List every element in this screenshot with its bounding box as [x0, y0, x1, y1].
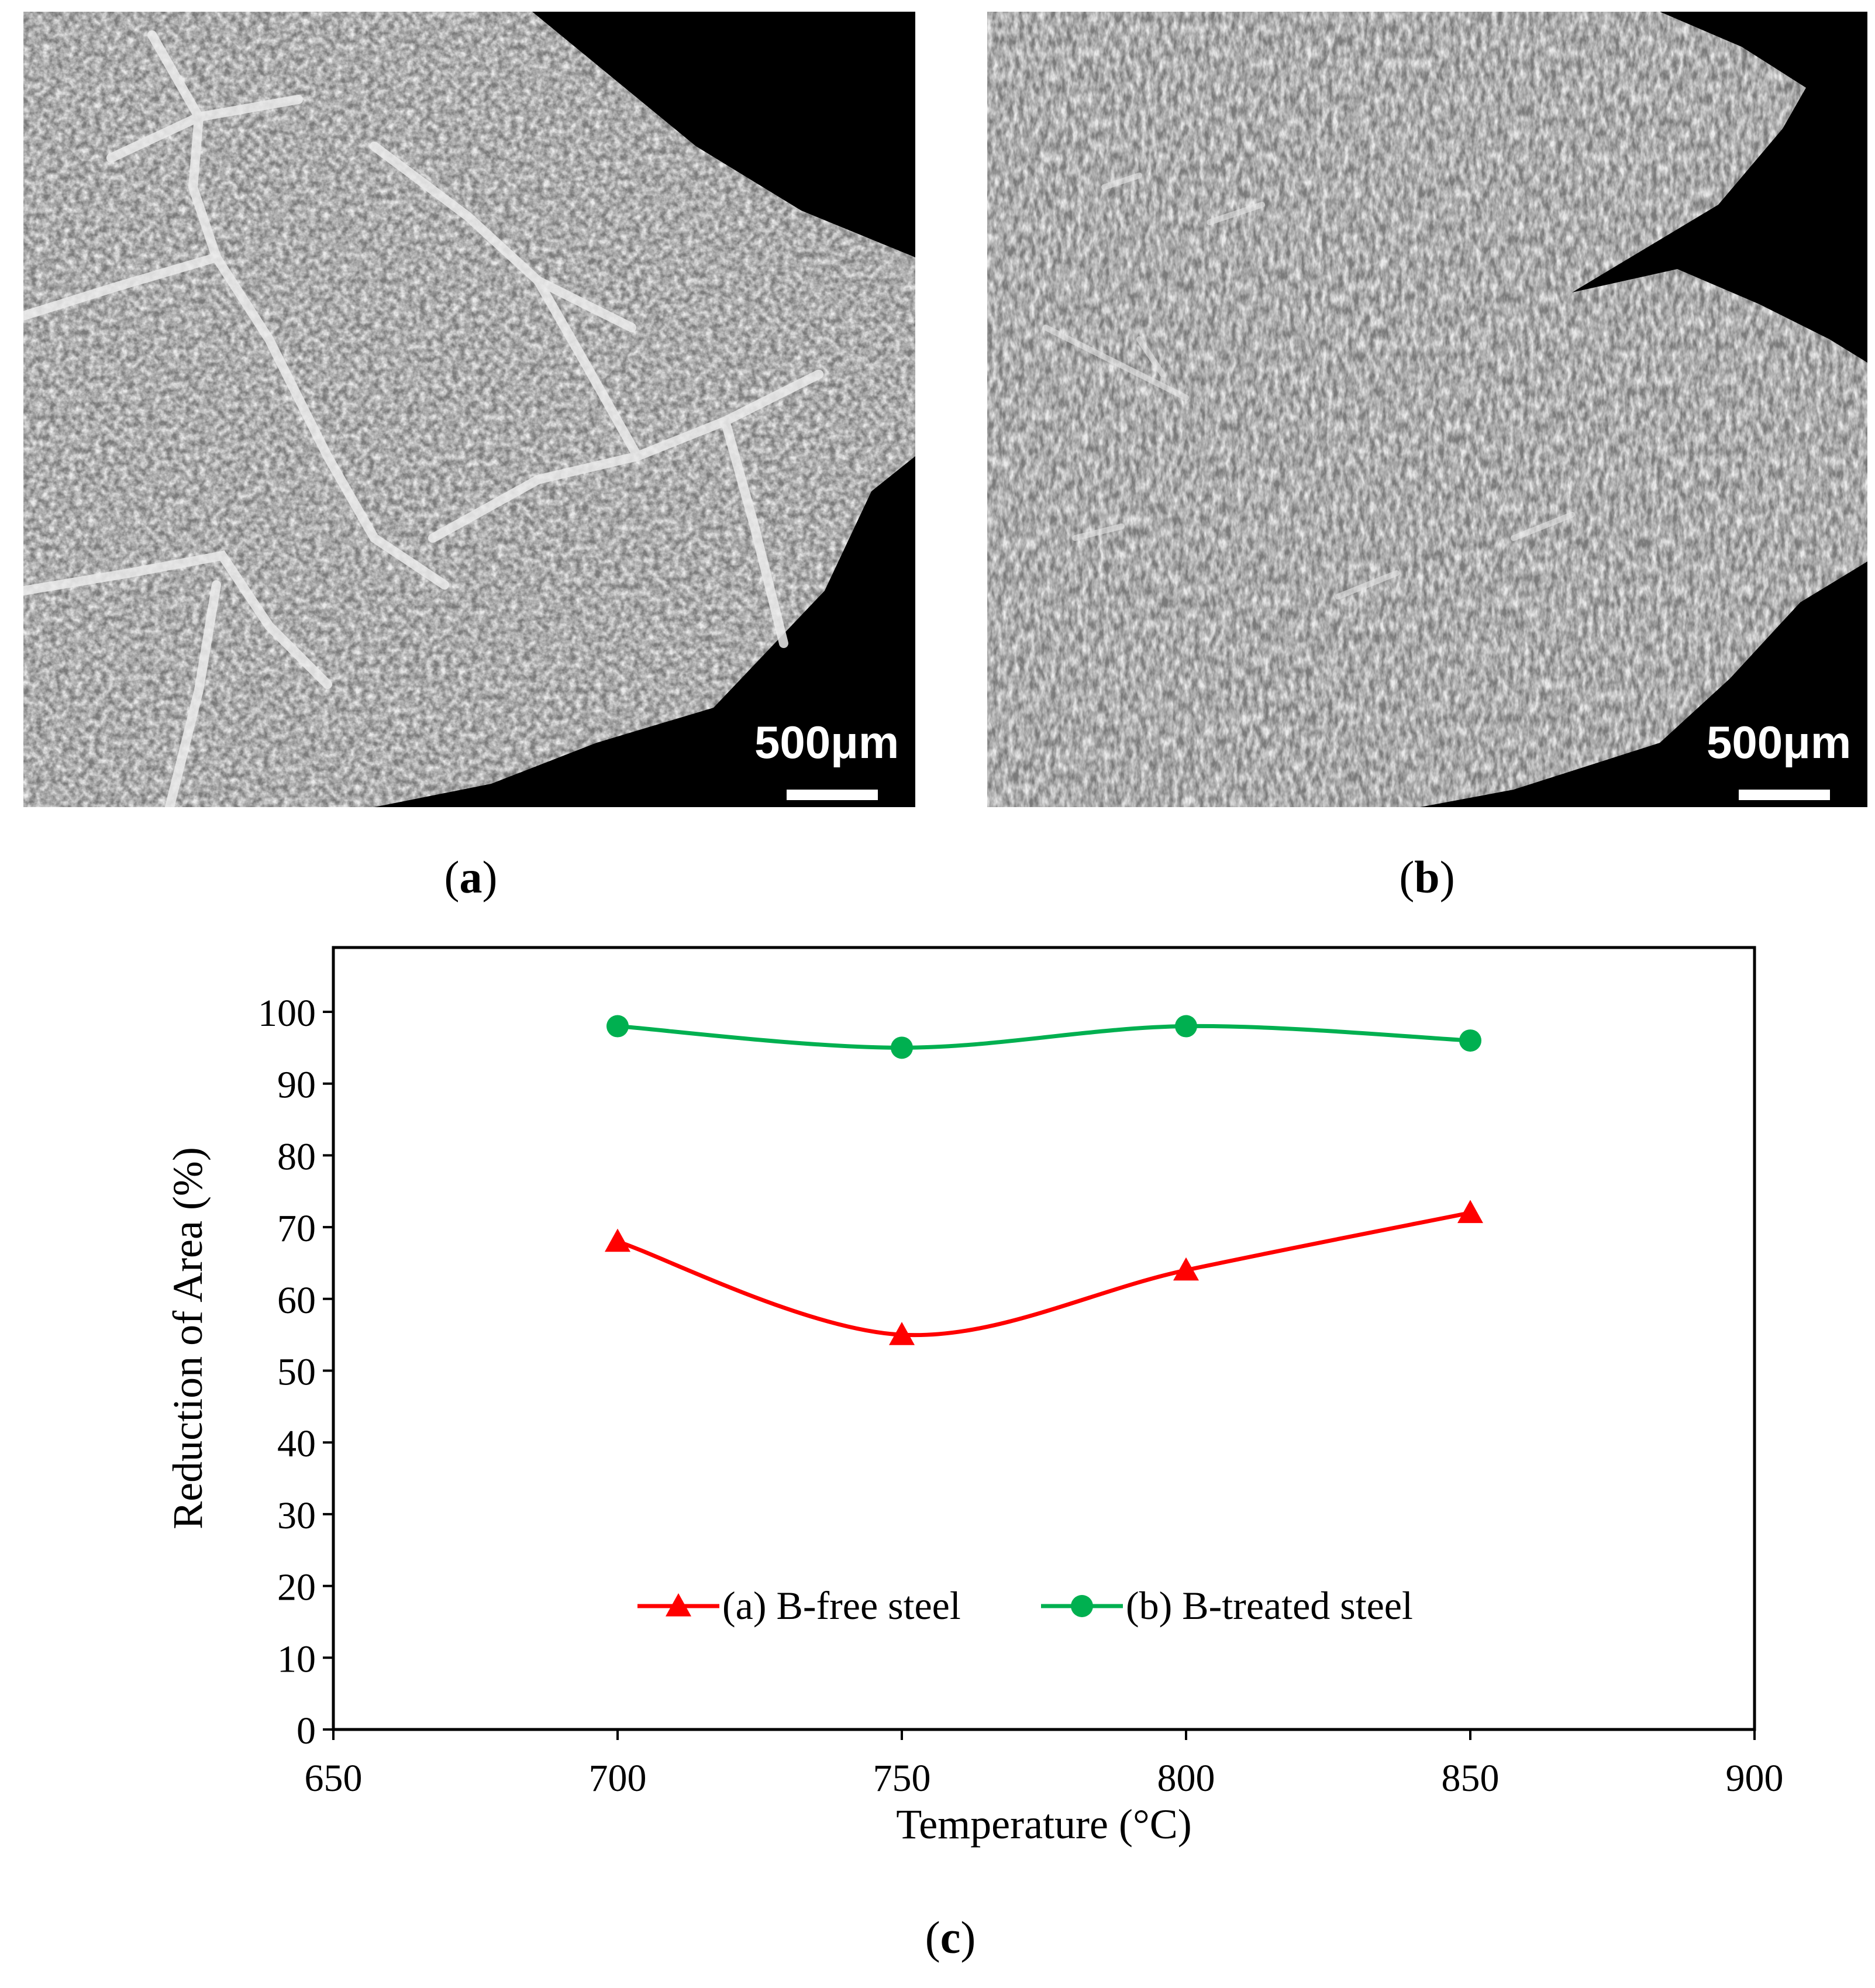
y-tick-label: 90 [277, 1064, 316, 1107]
legend-label: (a) B-free steel [722, 1583, 961, 1628]
micrograph-b-image [987, 12, 1867, 807]
scale-bar-b [1739, 790, 1830, 800]
panel-caption-c-close: ) [960, 1912, 976, 1963]
micrograph-a: 500μm [23, 12, 915, 807]
y-tick-label: 30 [277, 1494, 316, 1537]
x-tick-label: 800 [1157, 1757, 1215, 1800]
data-point-b-treated [891, 1036, 913, 1059]
scale-label-a: 500μm [754, 716, 899, 768]
y-tick-label: 40 [277, 1422, 316, 1465]
panel-caption-b-letter: b [1414, 852, 1440, 902]
panel-caption-a-open: ( [444, 852, 460, 902]
x-tick-label: 750 [873, 1757, 931, 1800]
scale-bar-a [787, 790, 878, 800]
panel-caption-a-letter: a [459, 852, 482, 902]
panel-caption-b-close: ) [1439, 852, 1455, 902]
panel-caption-c-open: ( [925, 1912, 940, 1963]
data-point-b-treated [606, 1015, 629, 1038]
data-point-b-treated [1459, 1029, 1481, 1052]
panel-caption-c: (c) [892, 1911, 1009, 1964]
y-tick-label: 60 [277, 1279, 316, 1322]
x-tick-label: 700 [589, 1757, 647, 1800]
x-tick-label: 900 [1726, 1757, 1784, 1800]
micrograph-a-image [23, 12, 915, 807]
legend-swatch-marker [666, 1593, 691, 1617]
x-axis-label: Temperature (°C) [896, 1801, 1192, 1848]
panel-caption-b: (b) [1369, 851, 1485, 904]
legend-label: (b) B-treated steel [1126, 1583, 1413, 1628]
y-tick-label: 100 [258, 992, 316, 1035]
data-point-b-free [1457, 1200, 1483, 1224]
y-tick-label: 50 [277, 1351, 316, 1394]
panel-caption-a: (a) [412, 851, 529, 904]
panel-caption-b-open: ( [1399, 852, 1415, 902]
scale-label-b: 500μm [1707, 716, 1852, 768]
x-tick-label: 650 [305, 1757, 363, 1800]
data-point-b-treated [1175, 1015, 1197, 1038]
series-line-b-free [616, 1211, 1471, 1338]
data-point-b-free [889, 1322, 915, 1345]
x-tick-label: 850 [1442, 1757, 1500, 1800]
plot-frame [332, 946, 1756, 1731]
micrograph-b: 500μm [987, 12, 1867, 807]
reduction-of-area-chart: 0 10 20 30 40 50 60 70 80 90 100 650 700 750 800 850 90… [164, 946, 1784, 1848]
chart-legend: (a) B-free steel (b) B-treated steel [637, 1583, 1413, 1628]
y-tick-label: 20 [277, 1566, 316, 1609]
y-tick-label: 70 [277, 1207, 316, 1250]
panel-caption-c-letter: c [940, 1912, 961, 1963]
data-point-b-free [605, 1228, 630, 1252]
y-tick-label: 80 [277, 1135, 316, 1178]
legend-swatch-marker [1071, 1595, 1093, 1617]
data-point-b-free [1173, 1257, 1199, 1281]
y-tick-label: 10 [277, 1638, 316, 1680]
panel-caption-a-close: ) [482, 852, 498, 902]
y-tick-label: 0 [297, 1710, 316, 1752]
series-line-b-treated [617, 1024, 1471, 1050]
y-axis-label: Reduction of Area (%) [164, 1147, 211, 1529]
